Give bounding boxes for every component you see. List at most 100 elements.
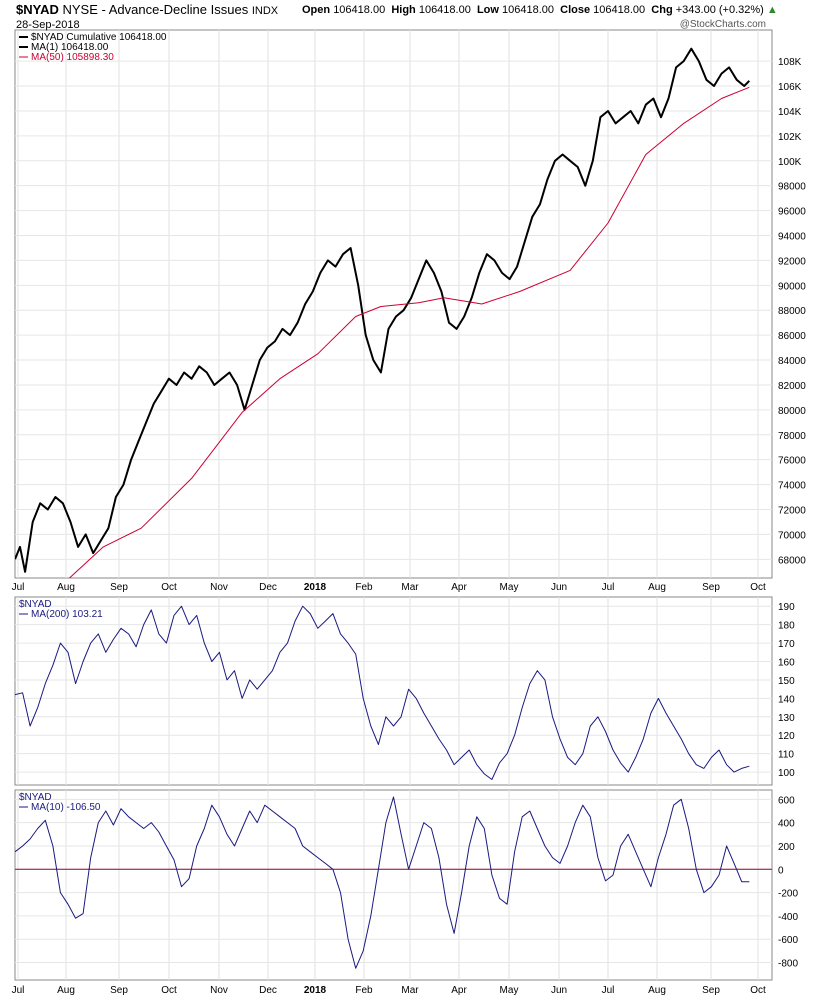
y-tick-label: 82000 bbox=[778, 381, 806, 392]
chart-title: $NYAD NYSE - Advance-Decline Issues INDX bbox=[16, 2, 278, 17]
y-tick-label: 0 bbox=[778, 865, 784, 876]
y-tick-label: 190 bbox=[778, 602, 795, 613]
series-line-ma-200- bbox=[15, 605, 750, 780]
x-tick-label: Oct bbox=[750, 985, 766, 996]
series-line--nyad-cumulative bbox=[15, 47, 751, 573]
x-tick-label: 2018 bbox=[304, 582, 327, 593]
y-tick-label: 96000 bbox=[778, 207, 806, 218]
high-value: 106418.00 bbox=[418, 4, 471, 16]
y-tick-label: 140 bbox=[778, 694, 795, 705]
x-tick-label: Dec bbox=[259, 582, 277, 593]
high-label: High bbox=[391, 4, 416, 16]
close-label: Close bbox=[560, 4, 591, 16]
panel-ma200: 100 110 120 130 140 150 160 170 180 190 $NYADMA(20… bbox=[14, 596, 795, 786]
x-tick-label: Oct bbox=[161, 582, 177, 593]
y-tick-label: 94000 bbox=[778, 232, 806, 243]
panel-frame bbox=[14, 596, 773, 786]
legend-entry: $NYAD Cumulative 106418.00 bbox=[31, 32, 167, 43]
open-label: Open bbox=[302, 4, 331, 16]
x-tick-label: Sep bbox=[702, 582, 720, 593]
x-tick-label: Oct bbox=[161, 985, 177, 996]
x-tick-label: May bbox=[500, 985, 519, 996]
y-tick-label: 100K bbox=[778, 157, 802, 168]
y-tick-label: 80000 bbox=[778, 406, 806, 417]
legend-entry: MA(200) 103.21 bbox=[31, 609, 103, 620]
y-tick-label: 120 bbox=[778, 731, 795, 742]
x-tick-label: Aug bbox=[57, 582, 75, 593]
y-tick-label: 170 bbox=[778, 639, 795, 650]
x-tick-label: Sep bbox=[110, 582, 128, 593]
x-tick-label: Aug bbox=[57, 985, 75, 996]
legend-entry: MA(50) 105898.30 bbox=[31, 52, 114, 63]
ohlc-readout: Open 106418.00 High 106418.00 Low 106418… bbox=[302, 4, 778, 16]
x-tick-label: Jun bbox=[551, 985, 567, 996]
y-tick-label: -600 bbox=[778, 935, 798, 946]
y-tick-label: 106K bbox=[778, 82, 802, 93]
x-tick-label: Aug bbox=[648, 985, 666, 996]
x-tick-label: Sep bbox=[110, 985, 128, 996]
x-tick-label: Nov bbox=[210, 582, 228, 593]
y-tick-label: -800 bbox=[778, 959, 798, 970]
y-tick-label: 72000 bbox=[778, 506, 806, 517]
x-tick-label: Nov bbox=[210, 985, 228, 996]
y-tick-label: 98000 bbox=[778, 182, 806, 193]
y-tick-label: -400 bbox=[778, 912, 798, 923]
chg-label: Chg bbox=[651, 4, 673, 16]
y-tick-label: 110 bbox=[778, 750, 794, 761]
y-tick-label: 150 bbox=[778, 676, 795, 687]
y-tick-label: 200 bbox=[778, 842, 795, 853]
x-tick-label: Aug bbox=[648, 582, 666, 593]
low-label: Low bbox=[476, 4, 499, 16]
y-tick-label: 84000 bbox=[778, 356, 806, 367]
x-tick-label: Apr bbox=[451, 985, 467, 996]
y-tick-label: 400 bbox=[778, 819, 795, 830]
watermark: @StockCharts.com bbox=[679, 19, 766, 30]
series-line-ma-50- bbox=[68, 86, 750, 578]
symbol-name: NYSE - Advance-Decline Issues bbox=[62, 2, 249, 17]
x-tick-label: Jun bbox=[551, 582, 567, 593]
y-tick-label: 130 bbox=[778, 713, 795, 724]
y-tick-label: 160 bbox=[778, 658, 795, 669]
legend-entry: $NYAD bbox=[19, 599, 52, 610]
chg-value: +343.00 (+0.32%) bbox=[675, 4, 764, 16]
x-tick-label: Jul bbox=[12, 582, 25, 593]
y-tick-label: 74000 bbox=[778, 481, 806, 492]
x-tick-label: Mar bbox=[401, 582, 419, 593]
x-tick-label: Jul bbox=[12, 985, 25, 996]
y-tick-label: 108K bbox=[778, 57, 802, 68]
legend-entry: MA(1) 106418.00 bbox=[31, 42, 109, 53]
x-tick-label: Sep bbox=[702, 985, 720, 996]
panel-frame bbox=[14, 29, 773, 579]
x-tick-label: Mar bbox=[401, 985, 419, 996]
legend-entry: MA(10) -106.50 bbox=[31, 802, 101, 813]
x-tick-label: Feb bbox=[355, 582, 373, 593]
chart-date: 28-Sep-2018 bbox=[16, 19, 80, 31]
panel-frame bbox=[14, 789, 773, 981]
y-tick-label: 92000 bbox=[778, 256, 806, 267]
y-tick-label: 100 bbox=[778, 768, 795, 779]
open-value: 106418.00 bbox=[333, 4, 386, 16]
y-tick-label: 600 bbox=[778, 795, 795, 806]
series-line-ma-10- bbox=[15, 796, 750, 969]
y-tick-label: -200 bbox=[778, 889, 798, 900]
exchange: INDX bbox=[251, 5, 279, 17]
y-tick-label: 78000 bbox=[778, 431, 806, 442]
x-tick-label: Jul bbox=[602, 582, 615, 593]
panel-price: 68000 70000 72000 74000 76000 78000 80000 82000… bbox=[14, 29, 806, 579]
y-tick-label: 180 bbox=[778, 621, 795, 632]
up-triangle-icon: ▲ bbox=[766, 4, 778, 16]
y-tick-label: 86000 bbox=[778, 331, 806, 342]
x-tick-label: Apr bbox=[451, 582, 467, 593]
x-tick-label: Jul bbox=[602, 985, 615, 996]
y-tick-label: 76000 bbox=[778, 456, 806, 467]
x-tick-label: Oct bbox=[750, 582, 766, 593]
x-tick-label: Feb bbox=[355, 985, 373, 996]
y-tick-label: 90000 bbox=[778, 281, 806, 292]
x-tick-label: May bbox=[500, 582, 519, 593]
low-value: 106418.00 bbox=[502, 4, 555, 16]
symbol: $NYAD bbox=[16, 2, 59, 17]
y-tick-label: 88000 bbox=[778, 306, 806, 317]
x-tick-label: Dec bbox=[259, 985, 277, 996]
